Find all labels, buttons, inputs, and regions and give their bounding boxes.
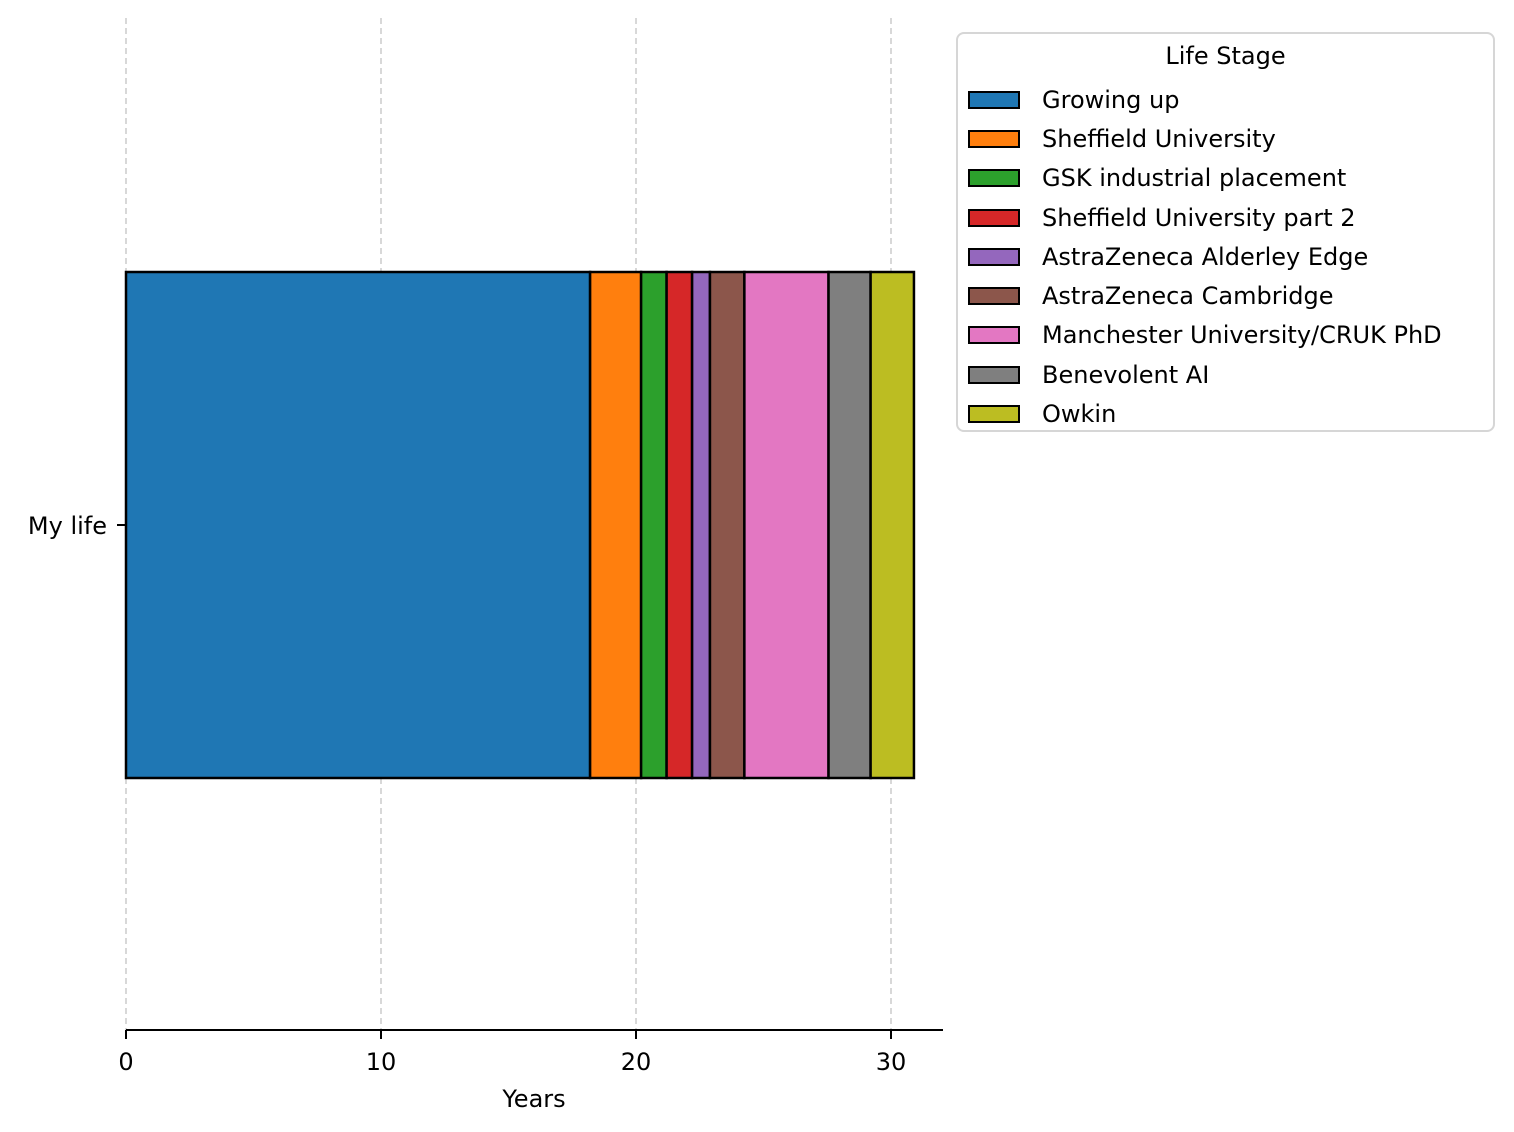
legend-label: Sheffield University part 2 <box>1042 203 1356 232</box>
legend-label: AstraZeneca Alderley Edge <box>1042 242 1369 271</box>
legend-item: Benevolent AI <box>968 355 1442 394</box>
legend-item: AstraZeneca Cambridge <box>968 276 1442 315</box>
legend-swatch <box>968 326 1020 345</box>
legend-item: Growing up <box>968 80 1442 119</box>
legend-item: AstraZeneca Alderley Edge <box>968 237 1442 276</box>
legend-label: Benevolent AI <box>1042 360 1210 389</box>
legend-item: Manchester University/CRUK PhD <box>968 316 1442 355</box>
x-tick-label-20: 20 <box>621 1048 652 1076</box>
legend-item: Sheffield University <box>968 119 1442 158</box>
legend-label: Growing up <box>1042 85 1180 114</box>
legend-item: GSK industrial placement <box>968 159 1442 198</box>
stacked-bars <box>124 270 916 780</box>
x-tick-label-30: 30 <box>876 1048 907 1076</box>
legend-swatch <box>968 129 1020 148</box>
legend-label: Manchester University/CRUK PhD <box>1042 321 1442 350</box>
x-axis-label: Years <box>501 1085 565 1113</box>
legend-swatch <box>968 247 1020 266</box>
legend-swatch <box>968 208 1020 227</box>
legend-item: Owkin <box>968 394 1442 433</box>
bar-owkin <box>869 270 916 780</box>
legend-swatch <box>968 90 1020 109</box>
legend-swatch <box>968 405 1020 424</box>
bar-benevolent-ai <box>827 270 872 780</box>
legend-label: Sheffield University <box>1042 124 1276 153</box>
x-ticks: 0 10 20 30 <box>118 1030 906 1076</box>
legend-label: GSK industrial placement <box>1042 164 1347 193</box>
legend-title: Life Stage <box>1165 42 1286 70</box>
bar-growing-up <box>124 270 592 780</box>
legend-item: Sheffield University part 2 <box>968 198 1442 237</box>
legend-swatch <box>968 365 1020 384</box>
bar-gsk-industrial-placement <box>639 270 668 780</box>
x-tick-label-10: 10 <box>366 1048 397 1076</box>
y-tick-label: My life <box>28 512 107 540</box>
legend: Life Stage Growing up Sheffield Universit… <box>956 32 1495 432</box>
bar-sheffield-university-part-2 <box>665 270 694 780</box>
y-ticks: My life <box>28 512 126 540</box>
legend-swatch <box>968 287 1020 306</box>
legend-items: Growing up Sheffield University GSK indust… <box>968 80 1442 434</box>
bar-astrazeneca-alderley-edge <box>690 270 712 780</box>
legend-label: Owkin <box>1042 400 1117 429</box>
bar-sheffield-university <box>588 270 643 780</box>
legend-swatch <box>968 169 1020 188</box>
legend-label: AstraZeneca Cambridge <box>1042 282 1334 311</box>
bar-manchester-university-cruk-phd <box>743 270 830 780</box>
x-tick-label-0: 0 <box>118 1048 133 1076</box>
bar-astrazeneca-cambridge <box>708 270 746 780</box>
